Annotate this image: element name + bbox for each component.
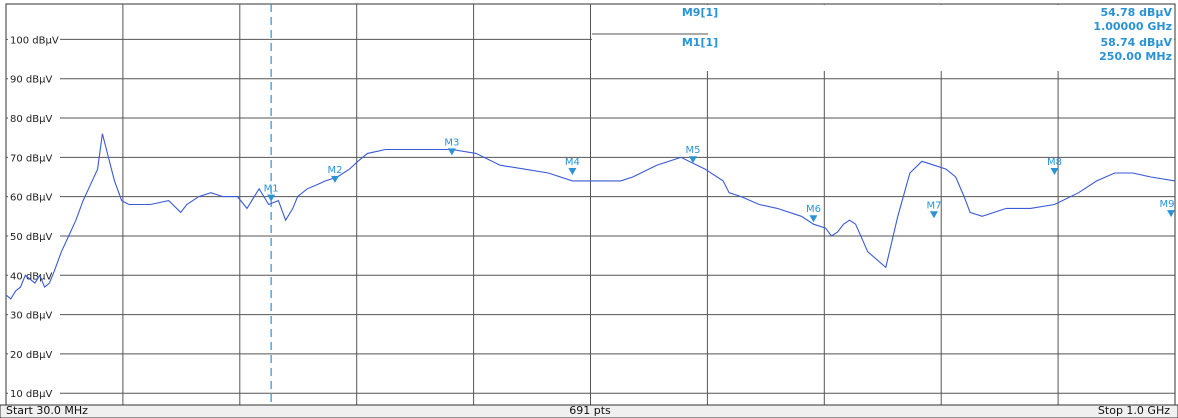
y-tick-label: 10 dBµV	[10, 389, 52, 400]
marker-m5-triangle	[688, 156, 697, 164]
y-tick-label: 40 dBµV	[10, 271, 52, 282]
y-tick-label-bg	[8, 150, 60, 164]
y-tick-label: 100 dBµV	[10, 35, 59, 46]
y-tick-label-bg	[8, 71, 60, 85]
readout-frequency: 250.00 MHz	[1099, 50, 1172, 63]
readout-label: M9[1]	[682, 6, 718, 19]
y-tick-label-bg	[8, 32, 60, 46]
y-tick-label: 20 dBµV	[10, 350, 52, 361]
y-tick-label: 50 dBµV	[10, 232, 52, 243]
marker-m9-triangle	[1167, 210, 1175, 218]
y-tick-label-bg	[8, 307, 60, 321]
marker-m1-label: M1	[264, 184, 279, 195]
trace	[5, 133, 1176, 300]
y-tick-label: 60 dBµV	[10, 193, 52, 204]
y-tick-labels: 100 dBµV 90 dBµV 80 dBµV 70 dBµV 60 dBµV 50 d…	[8, 32, 60, 400]
marker-m4-triangle	[568, 168, 577, 176]
y-tick-label-bg	[8, 268, 60, 282]
marker-m3-label: M3	[444, 137, 459, 148]
marker-m7-triangle	[929, 211, 938, 219]
readout-level: 58.74 dBµV	[1101, 36, 1173, 49]
marker-m9-label: M9	[1160, 199, 1175, 210]
marker-m2-triangle	[331, 175, 340, 183]
readout-frequency: 1.00000 GHz	[1093, 20, 1172, 33]
y-tick-label-bg	[8, 189, 60, 203]
y-tick-label-bg	[8, 111, 60, 125]
marker-m6-triangle	[809, 215, 818, 223]
marker-m7-label: M7	[926, 200, 941, 211]
y-tick-label-bg	[8, 386, 60, 400]
markers: M1 M2 M3 M4 M5 M6 M7 M8 M9	[264, 137, 1175, 223]
y-tick-label: 70 dBµV	[10, 153, 52, 164]
points-label: 691 pts	[569, 404, 611, 417]
readout-label: M1[1]	[682, 36, 718, 49]
y-tick-label: 80 dBµV	[10, 114, 52, 125]
y-tick-label-bg	[8, 346, 60, 360]
readout-bg	[592, 5, 1174, 71]
marker-m4-label: M4	[565, 157, 580, 168]
status-bar-bg	[0, 404, 1178, 418]
marker-m6-label: M6	[806, 204, 821, 215]
marker-m1-triangle	[267, 194, 276, 202]
stop-frequency-label: Stop 1.0 GHz	[1098, 404, 1170, 417]
start-frequency-label: Start 30.0 MHz	[6, 404, 88, 417]
status-bar: Start 30.0 MHz 691 pts Stop 1.0 GHz	[0, 404, 1178, 418]
marker-m5-label: M5	[685, 145, 700, 156]
trace-line	[5, 133, 1176, 300]
marker-m8-label: M8	[1047, 157, 1062, 168]
y-tick-label-bg	[8, 228, 60, 242]
marker-m3-triangle	[447, 148, 456, 156]
y-tick-label: 30 dBµV	[10, 311, 52, 322]
y-tick-label: 90 dBµV	[10, 75, 52, 86]
readout-level: 54.78 dBµV	[1101, 6, 1173, 19]
marker-m8-triangle	[1050, 168, 1059, 176]
marker-m2-label: M2	[328, 165, 343, 176]
